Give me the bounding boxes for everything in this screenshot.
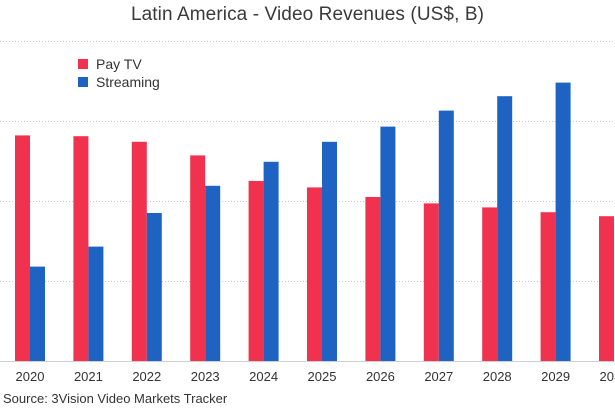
bar-streaming-2023[interactable]	[205, 185, 221, 361]
x-tick-label-2022: 2022	[132, 369, 161, 384]
bar-streaming-2020[interactable]	[30, 266, 45, 361]
x-tick-label-2025: 2025	[308, 369, 337, 384]
bar-pay-tv-2024[interactable]	[248, 181, 264, 361]
x-tick-label-2026: 2026	[366, 369, 395, 384]
legend-label-pay-tv: Pay TV	[96, 56, 142, 72]
bar-streaming-2021[interactable]	[88, 246, 104, 361]
bar-pay-tv-2027[interactable]	[423, 203, 439, 361]
bar-streaming-2028[interactable]	[497, 96, 513, 361]
bar-pay-tv-2029[interactable]	[540, 212, 556, 361]
x-tick-label-2029: 2029	[541, 369, 570, 384]
legend-label-streaming: Streaming	[96, 74, 160, 90]
legend-item-pay-tv[interactable]: Pay TV	[78, 55, 160, 73]
bar-pay-tv-2023[interactable]	[190, 155, 206, 361]
legend-swatch-pay-tv	[78, 59, 88, 69]
x-tick-label-2030: 2030	[600, 369, 615, 384]
bar-pay-tv-2022[interactable]	[131, 141, 147, 361]
legend-item-streaming[interactable]: Streaming	[78, 73, 160, 91]
bar-streaming-2029[interactable]	[555, 82, 571, 361]
bar-pay-tv-2030[interactable]	[599, 216, 614, 361]
x-tick-label-2024: 2024	[249, 369, 278, 384]
x-tick-label-2028: 2028	[483, 369, 512, 384]
bar-pay-tv-2021[interactable]	[73, 136, 89, 361]
bar-pay-tv-2020[interactable]	[15, 135, 30, 361]
bar-streaming-2022[interactable]	[146, 213, 162, 361]
bar-streaming-2026[interactable]	[380, 126, 396, 361]
x-tick-label-2020: 2020	[16, 369, 45, 384]
chart-title: Latin America - Video Revenues (US$, B)	[130, 4, 485, 25]
legend-swatch-streaming	[78, 77, 88, 87]
bar-streaming-2025[interactable]	[322, 141, 337, 361]
x-tick-label-2023: 2023	[191, 369, 220, 384]
bar-streaming-2027[interactable]	[438, 110, 454, 361]
legend: Pay TV Streaming	[78, 55, 160, 91]
x-tick-label-2027: 2027	[424, 369, 453, 384]
bar-pay-tv-2026[interactable]	[365, 197, 381, 361]
bar-pay-tv-2025[interactable]	[307, 187, 322, 361]
x-tick-label-2021: 2021	[74, 369, 103, 384]
bar-streaming-2024[interactable]	[263, 161, 279, 361]
bar-pay-tv-2028[interactable]	[482, 207, 498, 361]
source-note: Source: 3Vision Video Markets Tracker	[3, 391, 228, 406]
